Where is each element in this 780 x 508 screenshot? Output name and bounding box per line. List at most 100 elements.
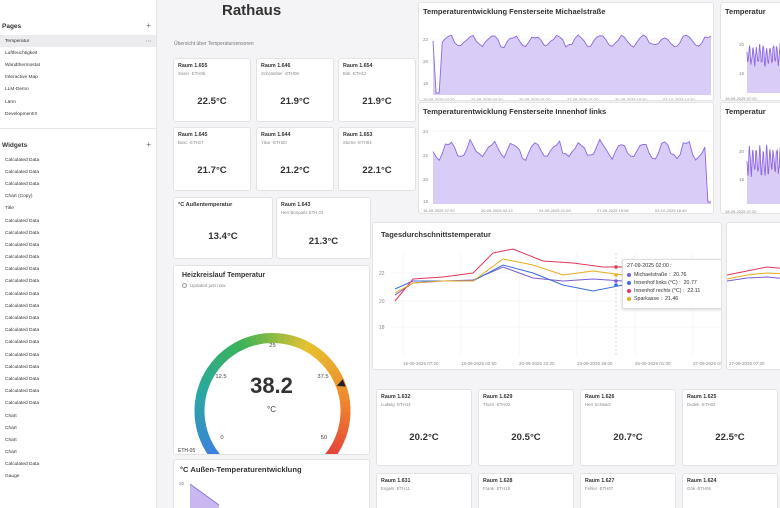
sidebar-page-item[interactable]: Wandthermostat [0,59,156,71]
sidebar-widget-item[interactable]: Calculated Data [0,325,156,337]
x-tick-label: 03-10-2025 16:40 [655,208,687,213]
chart-panel-right-1[interactable]: Temperatur 20 18 19-09-2025 07:20 [720,2,780,101]
chart-panel-michaelstrasse[interactable]: Temperaturentwicklung Fensterseite Micha… [418,2,714,101]
chart-area-fill [433,139,711,204]
series-dot-icon [627,273,631,277]
sidebar-widget-label: Chart [5,425,17,431]
sidebar-widget-item[interactable]: Calculated Data [0,337,156,349]
sidebar-page-item[interactable]: Interactive Map [0,72,156,84]
room-card[interactable]: Raum 1.653 Sturne ·ETH04 22.1°C [338,127,416,191]
sidebar-widget-item[interactable]: Calculated Data [0,386,156,398]
outside-temperature-card[interactable]: °C Außentemperatur 13.4°C [173,197,273,259]
daily-series-line [394,248,654,302]
room-card[interactable]: Raum 1.644 Yikur ·ETH20 21.2°C [256,127,334,191]
sidebar-widget-item[interactable]: Chart [0,410,156,422]
sidebar-widget-item[interactable]: Calculated Data [0,264,156,276]
series-dot-icon [627,289,631,293]
add-page-button[interactable]: + [146,21,151,30]
sidebar-widget-item[interactable]: Calculated Data [0,252,156,264]
sidebar-widget-label: Calculated Data [5,157,40,163]
room-card[interactable]: Raum 1.628 Frank ·ETH15 [478,473,574,508]
sidebar-widget-item[interactable]: Calculated Data [0,239,156,251]
sidebar-widget-item[interactable]: Gauge [0,471,156,483]
daily-average-chart: 22 20 18 16-09-2025 07:20 18-09-2025 02:50 20… [379,248,721,366]
sidebar-widget-item[interactable]: Calculated Data [0,166,156,178]
sidebar-page-item[interactable]: LLM-Demo [0,84,156,96]
gauge-arc-segment [339,417,351,425]
room-card[interactable]: Raum 1.655 Soser ·ETH06 22.5°C [173,58,251,122]
heating-gauge-card[interactable]: Heizkreislauf Temperatur Updated just no… [173,265,370,455]
sidebar-widget-item[interactable]: Calculated Data [0,312,156,324]
tooltip-series-label: Innenhof rechts (°C) : [634,288,685,294]
widgets-title: Widgets [2,141,28,149]
outside-trend-card[interactable]: °C Außen-Temperaturentwicklung 20 [173,459,370,508]
sidebar-widget-label: Calculated Data [5,242,40,248]
sidebar-widget-item[interactable]: Calculated Data [0,459,156,471]
room-card[interactable]: Raum 1.632 Ludwig ·ETH14 20.2°C [376,389,472,466]
sidebar-widget-item[interactable]: Calculated Data [0,288,156,300]
tooltip-series-label: Sparkasse : [634,296,662,302]
room-temperature: 21.3°C [308,236,339,247]
room-card[interactable]: Raum 1.625 Dudek ·ETH02 22.5°C [682,389,778,466]
add-widget-button[interactable]: + [146,140,151,149]
sidebar-widget-item[interactable]: Calculated Data [0,215,156,227]
room-card[interactable]: Raum 1.627 Fehler ·ETH07 [580,473,676,508]
sidebar-page-item[interactable]: Temperatur ⋯ [0,35,156,48]
daily-average-card-right[interactable]: 27-09-2025 07:20 [726,222,780,370]
sidebar-widget-item[interactable]: Calculated Data [0,276,156,288]
more-options-icon[interactable]: ⋯ [145,38,152,45]
room-name: Raum 1.626 [585,394,615,400]
sidebar-widget-item[interactable]: Calculated Data [0,349,156,361]
room-card[interactable]: Raum 1.629 Thorn ·ETH02 20.5°C [478,389,574,466]
daily-average-card[interactable]: Tagesdurchschnittstemperatur 22 20 18 16-09… [372,222,722,370]
y-tick-label: 22 [423,37,429,42]
room-card-1643[interactable]: Raum 1.643 Herr Bonparis ETH.01 21.3°C [276,197,371,259]
room-card[interactable]: Raum 1.646 Schönleber ·ETH08 21.9°C [256,58,334,122]
page-title: Rathaus [222,2,282,19]
sidebar-widget-item[interactable]: Chart [0,434,156,446]
sidebar-widget-item[interactable]: Calculated Data [0,373,156,385]
sidebar-widget-item[interactable]: Title [0,203,156,215]
chart-area-fill [747,144,780,204]
gauge-arc-segment [249,334,258,347]
sidebar-widget-item[interactable]: Chart [0,422,156,434]
y-tick-label: 20 [379,299,385,305]
room-card[interactable]: Raum 1.626 Herr Schwarz 20.7°C [580,389,676,466]
gauge-tick-label: 37.5 [317,374,328,380]
sidebar-widget-item[interactable]: Calculated Data [0,178,156,190]
sidebar-page-item[interactable]: Development!!! [0,108,156,120]
room-name: Raum 1.629 [483,394,513,400]
gauge-arc-segment [205,445,218,454]
gauge-arc-segment [336,427,349,437]
sidebar-widget-item[interactable]: Chart (Copy) [0,191,156,203]
x-tick-label: 27-09-2025 21:20 [567,97,599,101]
michaelstrasse-chart: 22 20 18 19-09-2025 07:20 22-09-2025 04:20 25… [423,34,712,101]
chart-panel-innenhof-links[interactable]: Temperaturentwicklung Fensterseite Innen… [418,102,714,214]
sidebar-page-item[interactable]: Lärm [0,96,156,108]
chart-panel-right-2[interactable]: Temperatur 20 18 18-09-2025 07:20 [720,102,780,214]
sidebar-widget-item[interactable]: Calculated Data [0,227,156,239]
chart-series-line [432,138,711,203]
y-tick-label: 18 [423,81,429,86]
sidebar-widget-item[interactable]: Calculated Data [0,300,156,312]
sidebar-widget-item[interactable]: Calculated Data [0,154,156,166]
sidebar-widget-item[interactable]: Chart [0,447,156,459]
sidebar-page-label: Wandthermostat [5,62,41,68]
gauge-arc-segment [202,441,215,452]
room-card[interactable]: Raum 1.631 Engels ·ETH11 [376,473,472,508]
room-card[interactable]: Raum 1.654 Birk ·ETH12 21.9°C [338,58,416,122]
sidebar-page-item[interactable]: Luftfeuchtigkeit [0,47,156,59]
daily-series-line [727,276,780,282]
gauge-arc-segment [315,350,327,362]
room-card[interactable]: Raum 1.645 Bosc ·ETH17 21.7°C [173,127,251,191]
sidebar-widget-item[interactable]: Calculated Data [0,398,156,410]
sidebar-page-label: Development!!! [5,111,38,117]
x-tick-label: 25-09-2025 01:30 [635,361,671,366]
room-card[interactable]: Raum 1.624 Gök ·ETH06 [682,473,778,508]
hover-point [614,265,618,269]
room-temperature: 20.5°C [511,432,541,443]
sidebar-widget-item[interactable]: Calculated Data [0,361,156,373]
gauge-arc-segment [330,441,342,453]
sidebar-widget-label: Calculated Data [5,303,40,309]
hover-point [614,283,618,287]
